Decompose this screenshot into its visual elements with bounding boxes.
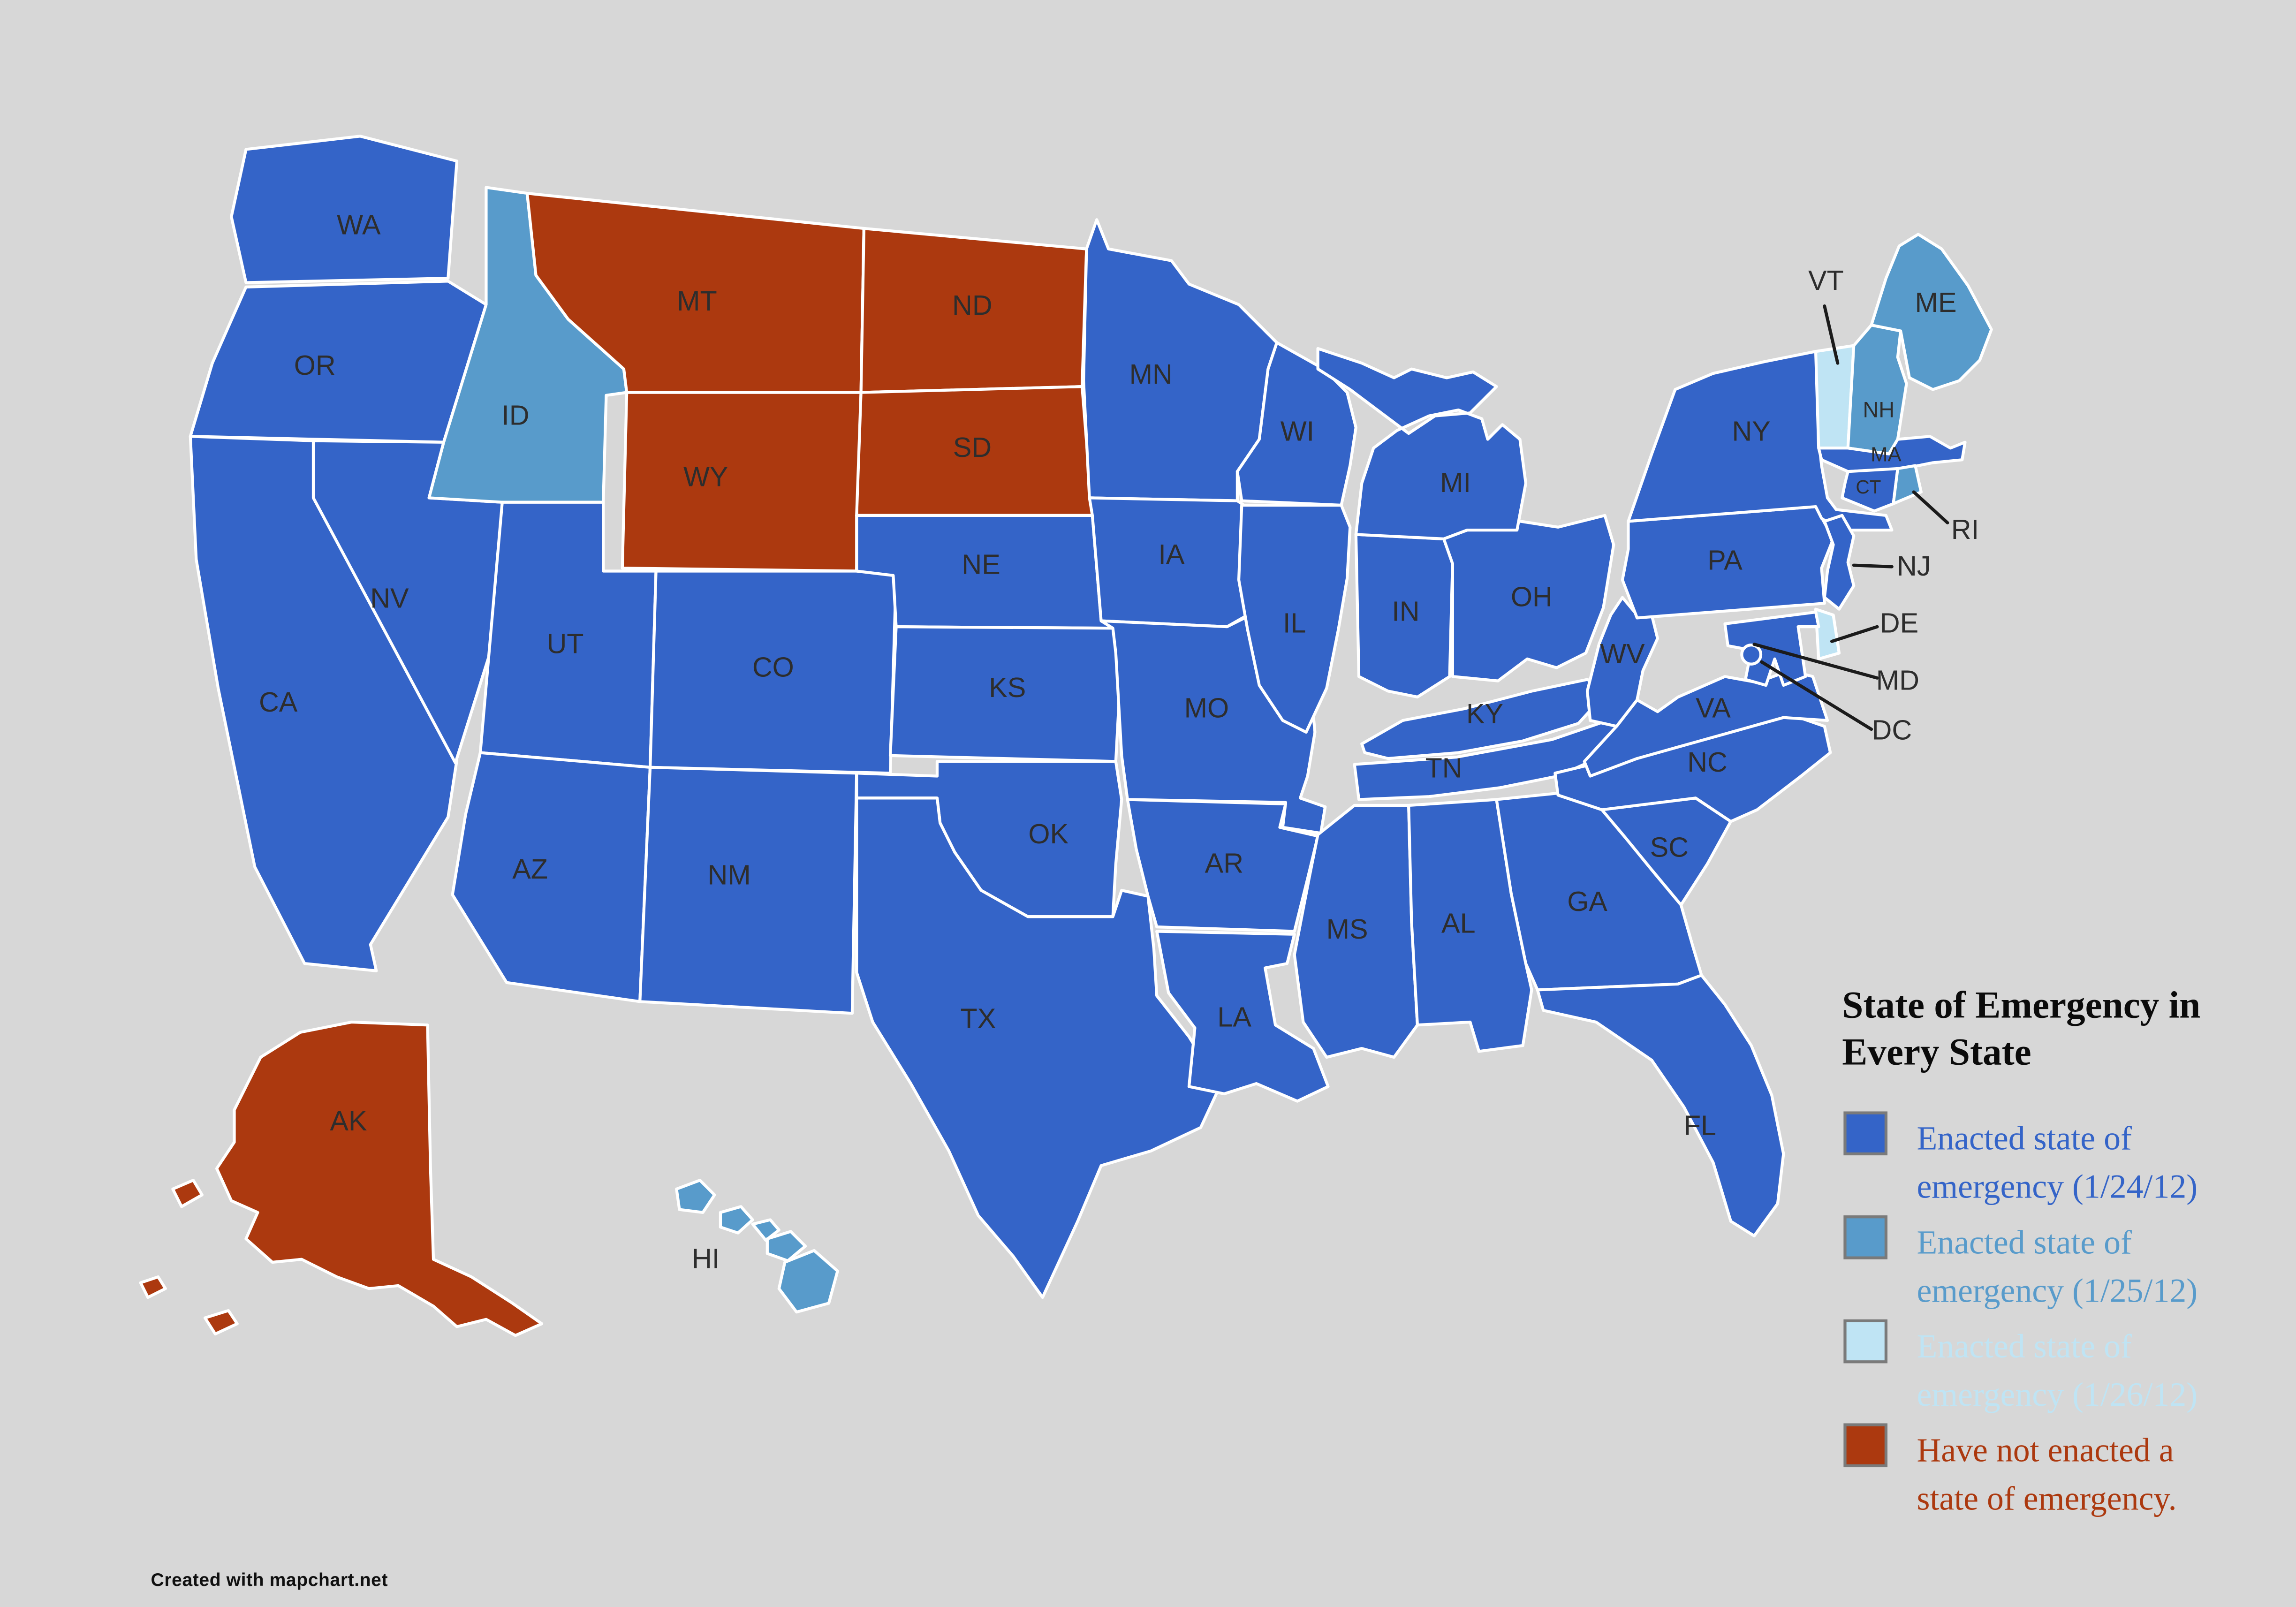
state-label-WI: WI bbox=[1281, 416, 1314, 447]
state-label-LA: LA bbox=[1217, 1001, 1251, 1032]
state-DE[interactable] bbox=[1814, 607, 1841, 660]
state-label-OH: OH bbox=[1511, 581, 1553, 612]
legend-title-line1: State of Emergency in bbox=[1842, 984, 2200, 1026]
state-AK[interactable] bbox=[139, 1020, 544, 1337]
state-label-OK: OK bbox=[1028, 818, 1068, 849]
state-label-AL: AL bbox=[1441, 908, 1476, 939]
state-label-KS: KS bbox=[989, 672, 1026, 703]
state-label-AK: AK bbox=[330, 1105, 367, 1137]
legend-label-jan25-line1: Enacted state of bbox=[1917, 1223, 2132, 1261]
state-WV[interactable] bbox=[1585, 596, 1659, 728]
state-label-IN: IN bbox=[1392, 596, 1419, 627]
state-IL[interactable] bbox=[1237, 503, 1352, 734]
legend-label-jan26-line1: Enacted state of bbox=[1917, 1327, 2132, 1365]
state-label-HI: HI bbox=[692, 1243, 720, 1274]
legend: State of Emergency in Every State Enacte… bbox=[1842, 984, 2200, 1517]
leader-lines-layer bbox=[1752, 304, 1949, 731]
leader-line-NJ bbox=[1852, 563, 1894, 569]
legend-swatch-none bbox=[1843, 1423, 1888, 1468]
state-label-VA: VA bbox=[1696, 692, 1731, 724]
state-MA[interactable] bbox=[1817, 435, 1967, 473]
state-label-NH: NH bbox=[1863, 398, 1894, 422]
state-label-TN: TN bbox=[1425, 752, 1462, 784]
state-NJ[interactable] bbox=[1823, 514, 1856, 611]
leader-line-MD bbox=[1752, 643, 1879, 680]
state-label-DE: DE bbox=[1880, 607, 1918, 639]
state-label-MT: MT bbox=[677, 285, 717, 317]
legend-label-jan26-line2: emergency (1/26/12) bbox=[1917, 1376, 2197, 1413]
state-label-NE: NE bbox=[962, 549, 1000, 580]
state-label-MI: MI bbox=[1440, 467, 1471, 498]
legend-swatch-jan26 bbox=[1843, 1319, 1888, 1364]
state-label-DC: DC bbox=[1872, 714, 1912, 746]
state-label-CT: CT bbox=[1856, 476, 1881, 498]
legend-label-jan25-line2: emergency (1/25/12) bbox=[1917, 1272, 2197, 1309]
credit-text: Created with mapchart.net bbox=[151, 1570, 388, 1590]
state-label-ME: ME bbox=[1915, 287, 1957, 318]
state-label-WV: WV bbox=[1600, 638, 1645, 669]
legend-label-none-line2: state of emergency. bbox=[1917, 1480, 2176, 1517]
state-labels-layer: WA OR CA NV ID MT WY UT CO AZ NM ND SD NE KS OK TX MN IA MO… bbox=[259, 209, 1979, 1274]
state-label-UT: UT bbox=[546, 628, 583, 659]
state-label-SD: SD bbox=[953, 432, 992, 463]
state-label-FL: FL bbox=[1684, 1109, 1716, 1141]
legend-swatch-jan25 bbox=[1843, 1215, 1888, 1259]
state-label-GA: GA bbox=[1567, 886, 1607, 917]
state-label-NJ: NJ bbox=[1897, 550, 1931, 582]
state-label-ND: ND bbox=[952, 289, 993, 321]
leader-line-DC bbox=[1760, 660, 1873, 731]
state-label-CO: CO bbox=[752, 651, 794, 682]
state-label-CA: CA bbox=[259, 686, 298, 718]
state-HI[interactable] bbox=[675, 1179, 839, 1314]
state-label-SC: SC bbox=[1650, 831, 1689, 863]
state-label-KY: KY bbox=[1466, 698, 1503, 729]
state-label-MO: MO bbox=[1184, 692, 1229, 724]
state-label-MD: MD bbox=[1876, 664, 1919, 696]
state-label-MN: MN bbox=[1129, 358, 1173, 390]
state-label-IL: IL bbox=[1283, 607, 1306, 639]
state-label-NM: NM bbox=[708, 859, 751, 891]
state-WY[interactable] bbox=[621, 391, 863, 573]
state-label-MS: MS bbox=[1326, 913, 1368, 945]
state-label-VT: VT bbox=[1808, 265, 1844, 296]
state-DC[interactable] bbox=[1740, 644, 1763, 666]
state-label-WY: WY bbox=[683, 461, 728, 492]
state-label-NV: NV bbox=[370, 583, 409, 614]
state-label-TX: TX bbox=[960, 1003, 996, 1034]
state-FL[interactable] bbox=[1536, 974, 1785, 1237]
state-AR[interactable] bbox=[1126, 798, 1319, 933]
state-label-AR: AR bbox=[1205, 848, 1243, 879]
state-MI[interactable] bbox=[1316, 347, 1528, 540]
legend-items: Enacted state of emergency (1/24/12) Enact… bbox=[1843, 1111, 2197, 1517]
state-LA[interactable] bbox=[1155, 930, 1330, 1103]
state-label-RI: RI bbox=[1951, 514, 1979, 545]
leader-line-VT bbox=[1823, 304, 1840, 365]
legend-label-jan24-line2: emergency (1/24/12) bbox=[1917, 1168, 2197, 1205]
state-label-MA: MA bbox=[1871, 443, 1902, 466]
state-NM[interactable] bbox=[638, 766, 858, 1015]
state-WA[interactable] bbox=[230, 135, 459, 284]
legend-label-none-line1: Have not enacted a bbox=[1917, 1432, 2174, 1469]
legend-label-jan24-line1: Enacted state of bbox=[1917, 1120, 2132, 1157]
state-ME[interactable] bbox=[1870, 233, 1993, 391]
state-label-WA: WA bbox=[337, 209, 381, 240]
state-label-NC: NC bbox=[1687, 746, 1728, 778]
legend-swatch-jan24 bbox=[1843, 1111, 1888, 1156]
leader-line-RI bbox=[1912, 490, 1949, 524]
state-label-AZ: AZ bbox=[512, 853, 548, 885]
state-label-OR: OR bbox=[294, 349, 336, 381]
state-label-PA: PA bbox=[1707, 544, 1743, 576]
legend-title-line2: Every State bbox=[1842, 1031, 2031, 1073]
state-label-IA: IA bbox=[1158, 538, 1184, 570]
state-label-ID: ID bbox=[501, 399, 529, 431]
state-NH[interactable] bbox=[1846, 323, 1908, 455]
leader-line-DE bbox=[1830, 625, 1879, 643]
state-label-NY: NY bbox=[1732, 416, 1770, 447]
